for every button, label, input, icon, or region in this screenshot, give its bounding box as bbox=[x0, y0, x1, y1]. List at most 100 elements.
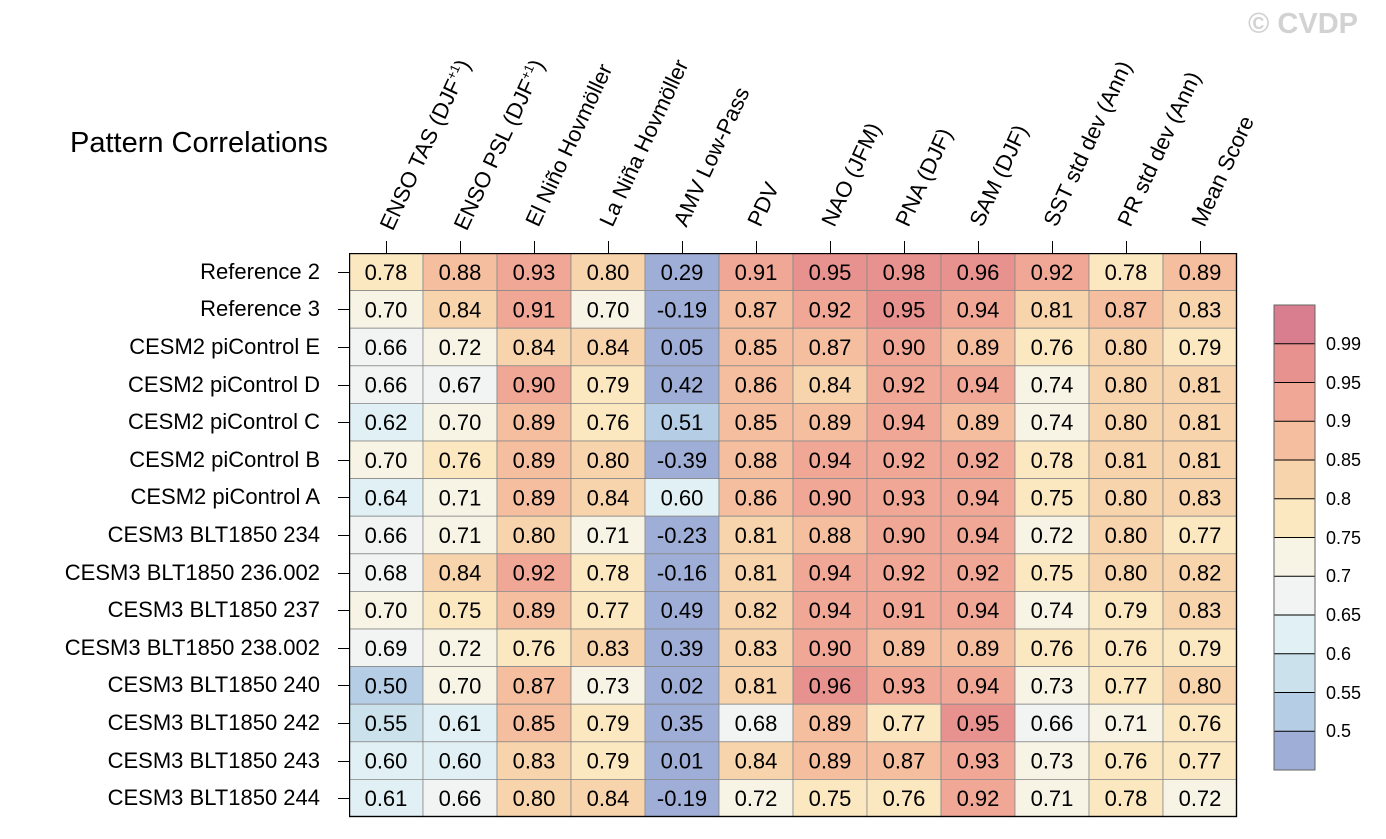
cell-value: -0.19 bbox=[657, 786, 707, 811]
cell-value: 0.66 bbox=[365, 523, 408, 548]
colorbar-swatch bbox=[1274, 537, 1315, 577]
heatmap-cell bbox=[940, 327, 1016, 367]
heatmap-cell bbox=[718, 703, 794, 743]
heatmap-cell bbox=[570, 779, 646, 818]
row-label: CESM2 piControl D bbox=[128, 371, 320, 397]
heatmap-cell bbox=[1162, 290, 1238, 329]
row-label: CESM3 BLT1850 238.002 bbox=[64, 634, 320, 660]
cell-value: 0.94 bbox=[809, 598, 852, 623]
heatmap-cell bbox=[644, 741, 720, 780]
row-label: Reference 3 bbox=[200, 296, 320, 322]
heatmap-cell bbox=[866, 590, 942, 630]
cell-value: 0.94 bbox=[883, 410, 926, 435]
heatmap-cell bbox=[570, 290, 646, 329]
cell-value: 0.94 bbox=[957, 485, 1000, 510]
cell-value: 0.81 bbox=[735, 673, 778, 698]
cell-value: 0.75 bbox=[809, 786, 852, 811]
heatmap-cell bbox=[1014, 253, 1090, 291]
heatmap-cell bbox=[1088, 290, 1164, 329]
cell-value: 0.79 bbox=[587, 711, 630, 736]
heatmap-cell bbox=[349, 515, 424, 555]
cell-value: 0.67 bbox=[439, 373, 482, 398]
cell-value: 0.85 bbox=[735, 335, 778, 360]
cell-value: 0.68 bbox=[735, 711, 778, 736]
cell-value: 0.42 bbox=[661, 373, 704, 398]
cell-value: 0.35 bbox=[661, 711, 704, 736]
colorbar-swatch bbox=[1274, 576, 1315, 615]
cell-value: -0.19 bbox=[657, 297, 707, 322]
heatmap-cell bbox=[644, 590, 720, 630]
heatmap-cell bbox=[422, 478, 498, 517]
cell-value: 0.76 bbox=[1179, 711, 1222, 736]
cell-value: 0.84 bbox=[587, 786, 630, 811]
cell-value: 0.62 bbox=[365, 410, 408, 435]
column-tick bbox=[460, 241, 461, 253]
heatmap-cell bbox=[570, 590, 646, 630]
cell-value: 0.90 bbox=[883, 523, 926, 548]
cell-value: 0.80 bbox=[513, 523, 556, 548]
row-label: CESM2 piControl B bbox=[129, 446, 320, 472]
cell-value: 0.83 bbox=[735, 636, 778, 661]
colorbar-tick-label: 0.75 bbox=[1326, 527, 1362, 548]
cell-value: 0.60 bbox=[365, 749, 408, 774]
cell-value: 0.78 bbox=[1031, 448, 1074, 473]
heatmap-cell bbox=[570, 515, 646, 555]
heatmap-cell bbox=[1088, 365, 1164, 404]
cell-value: 0.55 bbox=[365, 711, 408, 736]
row-tick bbox=[338, 497, 349, 499]
cell-value: 0.93 bbox=[513, 260, 556, 285]
cell-value: 0.84 bbox=[735, 749, 778, 774]
cell-value: 0.75 bbox=[1031, 561, 1074, 586]
cell-value: 0.83 bbox=[587, 636, 630, 661]
cell-value: -0.16 bbox=[657, 561, 707, 586]
column-tick bbox=[608, 241, 609, 253]
cell-value: 0.83 bbox=[513, 749, 556, 774]
cell-value: 0.88 bbox=[439, 260, 482, 285]
cell-value: 0.71 bbox=[587, 523, 630, 548]
colorbar-tick-label: 0.99 bbox=[1326, 333, 1362, 354]
heatmap-cell bbox=[1014, 590, 1090, 630]
heatmap-cell bbox=[496, 779, 572, 818]
heatmap-cell bbox=[1088, 741, 1164, 780]
cell-value: 0.89 bbox=[513, 598, 556, 623]
cell-value: 0.91 bbox=[513, 297, 556, 322]
cell-value: 0.72 bbox=[439, 636, 482, 661]
colorbar-tick-label: 0.5 bbox=[1326, 721, 1352, 742]
row-label: CESM3 BLT1850 243 bbox=[107, 747, 320, 773]
cell-value: 0.49 bbox=[661, 598, 704, 623]
colorbar-swatch bbox=[1274, 731, 1315, 770]
cell-value: 0.94 bbox=[957, 297, 1000, 322]
heatmap-cell bbox=[792, 779, 868, 818]
cell-value: 0.71 bbox=[1105, 711, 1148, 736]
heatmap-cell bbox=[1162, 515, 1238, 555]
cell-value: 0.79 bbox=[587, 749, 630, 774]
cell-value: 0.60 bbox=[439, 749, 482, 774]
cell-value: 0.71 bbox=[439, 523, 482, 548]
heatmap-cell bbox=[1162, 440, 1238, 479]
cell-value: 0.76 bbox=[1031, 335, 1074, 360]
cell-value: 0.86 bbox=[735, 485, 778, 510]
colorbar-border bbox=[1273, 304, 1316, 771]
column-tick bbox=[1052, 241, 1053, 253]
heatmap-cell bbox=[496, 703, 572, 743]
heatmap-cell bbox=[940, 779, 1016, 818]
row-tick bbox=[338, 610, 349, 612]
cell-value: 0.29 bbox=[661, 260, 704, 285]
heatmap-cell bbox=[570, 365, 646, 404]
column-tick bbox=[830, 241, 831, 253]
cell-value: 0.78 bbox=[587, 561, 630, 586]
cell-value: 0.74 bbox=[1031, 598, 1074, 623]
cell-value: 0.73 bbox=[1031, 673, 1074, 698]
cell-value: 0.51 bbox=[661, 410, 704, 435]
cell-value: 0.83 bbox=[1179, 297, 1222, 322]
heatmap-cell bbox=[866, 779, 942, 818]
cell-value: 0.92 bbox=[957, 786, 1000, 811]
colorbar-tick-label: 0.95 bbox=[1326, 372, 1362, 393]
cell-value: 0.88 bbox=[735, 448, 778, 473]
cell-value: 0.84 bbox=[439, 297, 482, 322]
heatmap-cell bbox=[940, 402, 1016, 442]
heatmap-cell bbox=[422, 628, 498, 667]
cell-value: 0.78 bbox=[365, 260, 408, 285]
heatmap-cell bbox=[1014, 779, 1090, 818]
cell-value: 0.05 bbox=[661, 335, 704, 360]
